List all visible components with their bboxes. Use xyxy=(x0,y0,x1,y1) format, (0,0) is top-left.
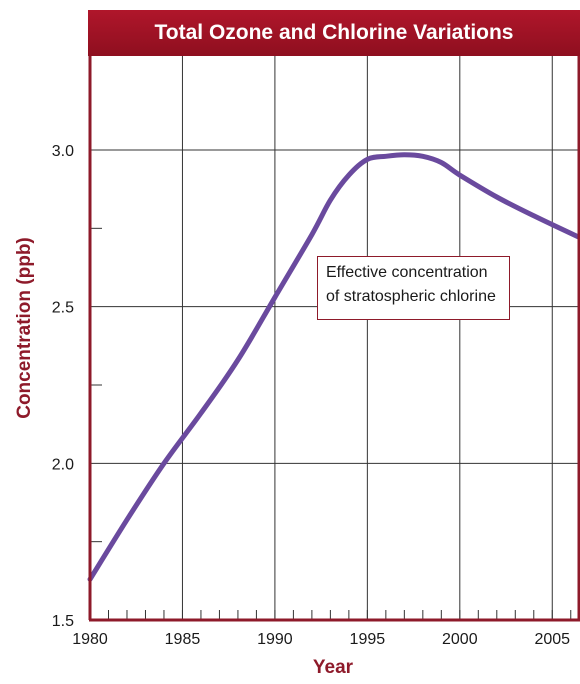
x-tick-label-2005: 2005 xyxy=(534,631,570,648)
y-tick-label-2: 2.0 xyxy=(52,456,74,473)
annotation-line-1: Effective concentration xyxy=(326,264,488,281)
annotation-line-2: of stratospheric chlorine xyxy=(326,288,496,305)
x-tick-label-1995: 1995 xyxy=(350,631,386,648)
y-tick-label-3: 3.0 xyxy=(52,143,74,160)
y-tick-label-2-5: 2.5 xyxy=(52,300,74,317)
y-axis-title: Concentration (ppb) xyxy=(14,237,35,419)
chart-title: Total Ozone and Chlorine Variations xyxy=(154,21,514,44)
grid-lines xyxy=(90,56,580,620)
x-tick-label-2000: 2000 xyxy=(442,631,478,648)
y-tick-label-1-5: 1.5 xyxy=(52,613,74,630)
chlorine-series-line xyxy=(87,152,580,582)
series-annotation: Effective concentration of stratospheric… xyxy=(317,256,510,320)
minor-ticks xyxy=(90,227,572,620)
x-tick-label-1990: 1990 xyxy=(257,631,293,648)
chart-title-band: Total Ozone and Chlorine Variations xyxy=(88,10,580,56)
x-axis-title: Year xyxy=(313,657,354,678)
plot-frame xyxy=(88,56,580,622)
x-tick-labels: 1980 1985 1990 1995 2000 2005 xyxy=(72,631,570,648)
x-tick-label-1980: 1980 xyxy=(72,631,108,648)
x-tick-label-1985: 1985 xyxy=(165,631,201,648)
y-tick-labels: 1.5 2.0 2.5 3.0 xyxy=(52,143,74,630)
